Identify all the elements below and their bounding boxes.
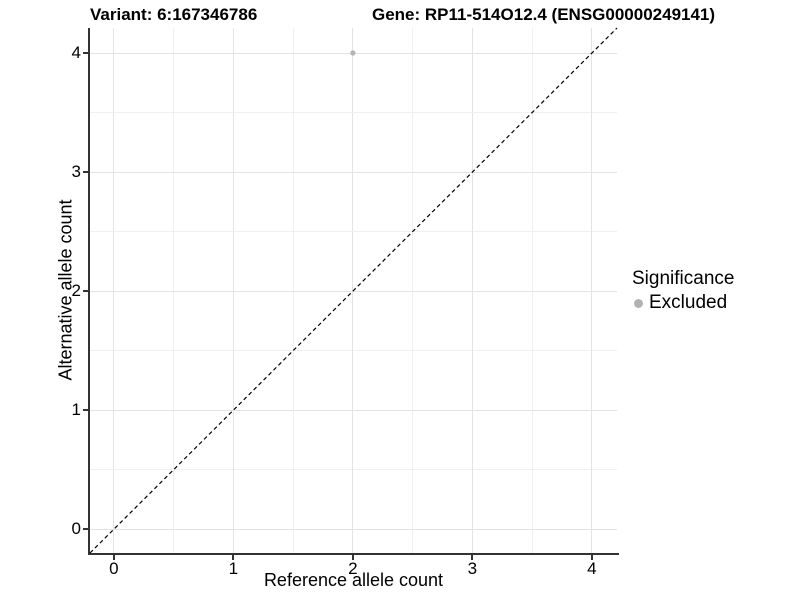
x-axis-label: Reference allele count bbox=[263, 570, 444, 590]
x-tick-label: 4 bbox=[587, 559, 597, 578]
gridline-minor bbox=[90, 350, 617, 352]
y-tick-label: 4 bbox=[71, 43, 81, 62]
x-tick-label: 2 bbox=[348, 559, 358, 578]
gridline-minor bbox=[90, 231, 617, 233]
gridline-major bbox=[90, 171, 617, 173]
gridline-minor bbox=[292, 28, 294, 553]
gridline-major bbox=[90, 528, 617, 530]
plot-panel: 0 1 2 3 4 0 1 2 3 4 bbox=[72, 27, 618, 578]
plot-layer bbox=[89, 27, 618, 554]
legend-marker-icon bbox=[634, 298, 643, 308]
gridline-major bbox=[591, 28, 593, 553]
x-tick bbox=[590, 555, 593, 560]
x-tick bbox=[351, 555, 354, 560]
legend: Significance Excluded bbox=[632, 268, 734, 314]
gridline-major bbox=[90, 409, 617, 411]
x-axis-line bbox=[88, 553, 619, 555]
data-point bbox=[350, 50, 356, 56]
y-tick bbox=[83, 171, 88, 174]
x-tick bbox=[232, 555, 235, 560]
legend-item-excluded: Excluded bbox=[632, 292, 734, 314]
legend-items: Excluded bbox=[632, 292, 734, 314]
x-tick-label: 0 bbox=[109, 559, 119, 578]
y-tick-label: 1 bbox=[71, 400, 81, 420]
gridline-major bbox=[471, 28, 473, 553]
gridline-minor bbox=[531, 28, 533, 553]
gridline-major bbox=[232, 28, 234, 553]
gridline-major bbox=[113, 28, 115, 553]
variant-title: Variant: 6:167346786 bbox=[90, 5, 258, 24]
gridline-minor bbox=[173, 28, 175, 553]
gridline-minor bbox=[90, 469, 617, 471]
x-tick bbox=[471, 555, 474, 560]
y-tick-label: 2 bbox=[71, 281, 81, 301]
legend-item-label: Excluded bbox=[649, 292, 728, 313]
y-tick bbox=[83, 409, 88, 412]
identity-line bbox=[89, 27, 618, 554]
y-tick bbox=[83, 528, 88, 531]
y-tick bbox=[83, 290, 88, 293]
x-tick bbox=[112, 555, 115, 560]
y-tick-label: 3 bbox=[71, 162, 81, 182]
y-tick bbox=[83, 52, 88, 54]
legend-title: Significance bbox=[632, 268, 735, 289]
gridline-minor bbox=[412, 28, 414, 553]
x-tick-label: 3 bbox=[467, 559, 478, 578]
y-axis-label: Alternative allele count bbox=[55, 199, 76, 381]
y-axis-line bbox=[88, 28, 90, 555]
gene-title: Gene: RP11-514O12.4 (ENSG00000249141) bbox=[372, 5, 716, 24]
y-tick-label: 0 bbox=[71, 519, 81, 539]
gridline-minor bbox=[90, 112, 617, 114]
x-tick-label: 1 bbox=[228, 559, 239, 578]
